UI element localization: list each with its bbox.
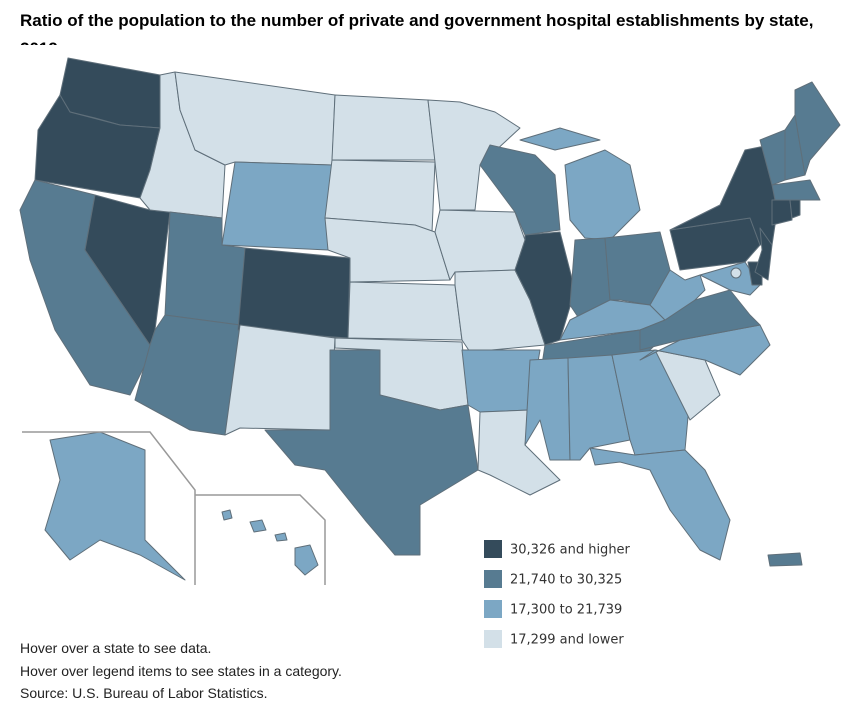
state[interactable] bbox=[434, 209, 526, 281]
legend-label[interactable]: 17,299 and lower bbox=[510, 633, 624, 648]
state[interactable] bbox=[524, 357, 571, 461]
inset-border bbox=[195, 494, 326, 585]
state[interactable] bbox=[730, 267, 742, 279]
legend-label[interactable]: 17,300 to 21,739 bbox=[510, 603, 622, 618]
map-title: Ratio of the population to the number of… bbox=[20, 11, 814, 45]
state[interactable] bbox=[237, 247, 351, 339]
state[interactable] bbox=[221, 509, 233, 521]
state[interactable] bbox=[479, 144, 561, 236]
state[interactable] bbox=[264, 349, 479, 556]
state[interactable] bbox=[789, 199, 801, 219]
legend-swatch[interactable] bbox=[484, 570, 502, 588]
note: Source: U.S. Bureau of Labor Statistics. bbox=[20, 685, 268, 701]
state[interactable] bbox=[771, 179, 821, 201]
state[interactable] bbox=[221, 161, 333, 251]
legend: 30,326 and higher 21,740 to 30,325 17,300 … bbox=[484, 540, 631, 648]
state[interactable] bbox=[347, 281, 463, 341]
state[interactable] bbox=[44, 431, 186, 581]
state[interactable] bbox=[519, 127, 601, 151]
state[interactable] bbox=[754, 227, 773, 281]
state[interactable] bbox=[274, 532, 288, 542]
state[interactable] bbox=[224, 324, 336, 436]
legend-label[interactable]: 21,740 to 30,325 bbox=[510, 573, 622, 588]
state[interactable] bbox=[249, 519, 267, 533]
note: Hover over legend items to see states in… bbox=[20, 663, 342, 679]
state[interactable] bbox=[324, 217, 451, 283]
legend-label[interactable]: 30,326 and higher bbox=[510, 543, 631, 558]
states bbox=[19, 57, 841, 581]
note: Hover over a state to see data. bbox=[20, 640, 212, 656]
legend-swatch[interactable] bbox=[484, 630, 502, 648]
state[interactable] bbox=[771, 199, 793, 226]
state[interactable] bbox=[767, 552, 803, 567]
state[interactable] bbox=[564, 149, 641, 241]
state[interactable] bbox=[794, 81, 841, 176]
state[interactable] bbox=[294, 544, 319, 576]
state[interactable] bbox=[589, 447, 731, 561]
legend-swatch[interactable] bbox=[484, 540, 502, 558]
legend-swatch[interactable] bbox=[484, 600, 502, 618]
state[interactable] bbox=[649, 269, 706, 321]
state[interactable] bbox=[174, 71, 336, 166]
state[interactable] bbox=[331, 94, 436, 161]
inset-border bbox=[22, 431, 196, 585]
state[interactable] bbox=[699, 261, 761, 296]
